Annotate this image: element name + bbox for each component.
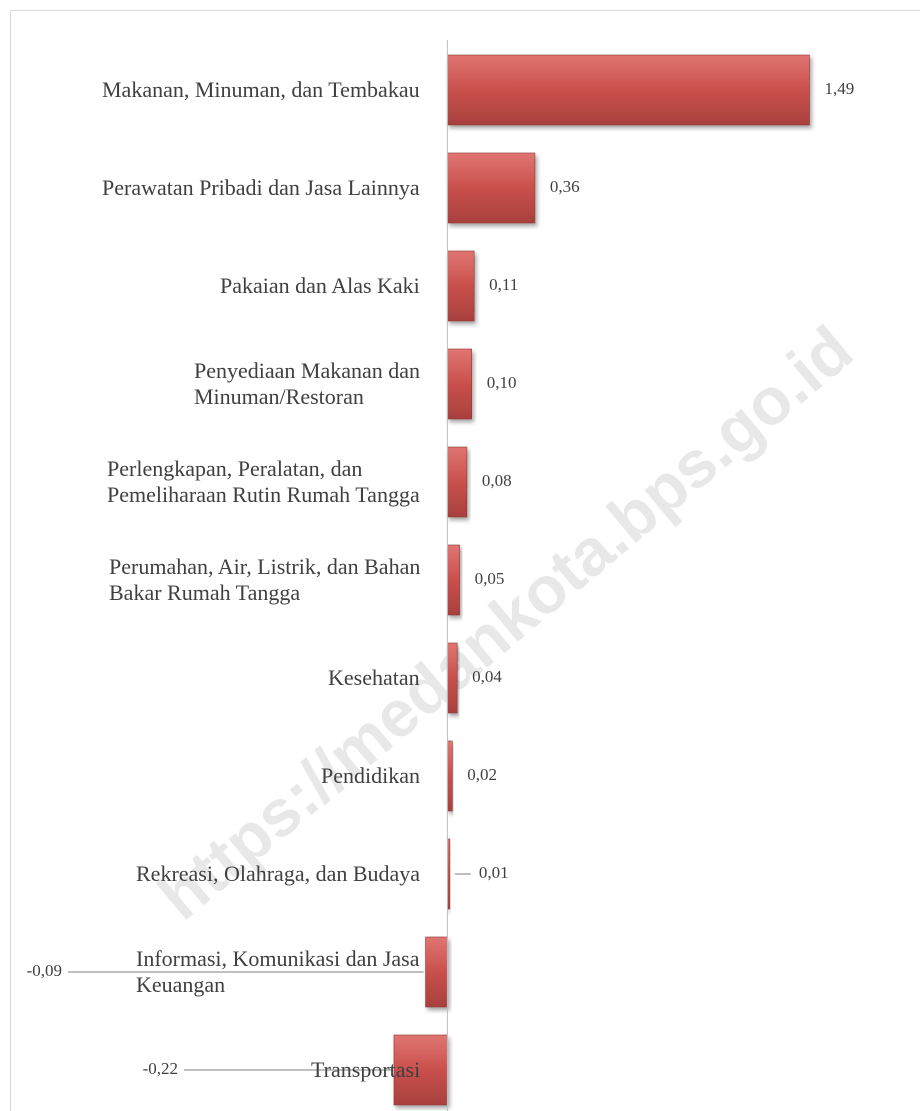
value-label: 0,04 <box>472 667 502 686</box>
category-label: Informasi, Komunikasi dan Jasa Keuangan <box>136 946 420 997</box>
bar <box>447 152 536 224</box>
chart-border <box>10 10 920 1111</box>
bar <box>447 446 468 518</box>
value-label: 0,05 <box>475 569 505 588</box>
bar <box>393 1034 448 1106</box>
value-label: -0,22 <box>143 1059 178 1078</box>
bar <box>447 642 458 714</box>
category-label: Perlengkapan, Peralatan, dan Pemeliharaa… <box>107 456 420 507</box>
category-label: Transportasi <box>311 1057 421 1082</box>
value-label: 1,49 <box>825 79 855 98</box>
category-label: Pakaian dan Alas Kaki <box>220 273 420 298</box>
value-label: 0,02 <box>467 765 497 784</box>
category-label: Perawatan Pribadi dan Jasa Lainnya <box>102 175 420 200</box>
category-label: Penyediaan Makanan dan Minuman/Restoran <box>194 358 421 409</box>
category-label: Perumahan, Air, Listrik, dan Bahan Bakar… <box>109 554 421 605</box>
category-label: Kesehatan <box>328 665 420 690</box>
bar <box>447 740 453 812</box>
bar <box>447 250 475 322</box>
bar <box>447 348 473 420</box>
value-label: 0,10 <box>487 373 517 392</box>
value-label: -0,09 <box>27 961 62 980</box>
value-label: 0,36 <box>550 177 580 196</box>
category-label: Makanan, Minuman, dan Tembakau <box>102 77 420 102</box>
value-label: 0,11 <box>489 275 518 294</box>
bar <box>447 54 810 126</box>
category-label: Pendidikan <box>321 763 420 788</box>
value-label: 0,08 <box>482 471 512 490</box>
category-label: Rekreasi, Olahraga, dan Budaya <box>136 861 421 886</box>
bar <box>447 544 460 616</box>
value-label: 0,01 <box>479 863 509 882</box>
bar <box>425 936 448 1008</box>
